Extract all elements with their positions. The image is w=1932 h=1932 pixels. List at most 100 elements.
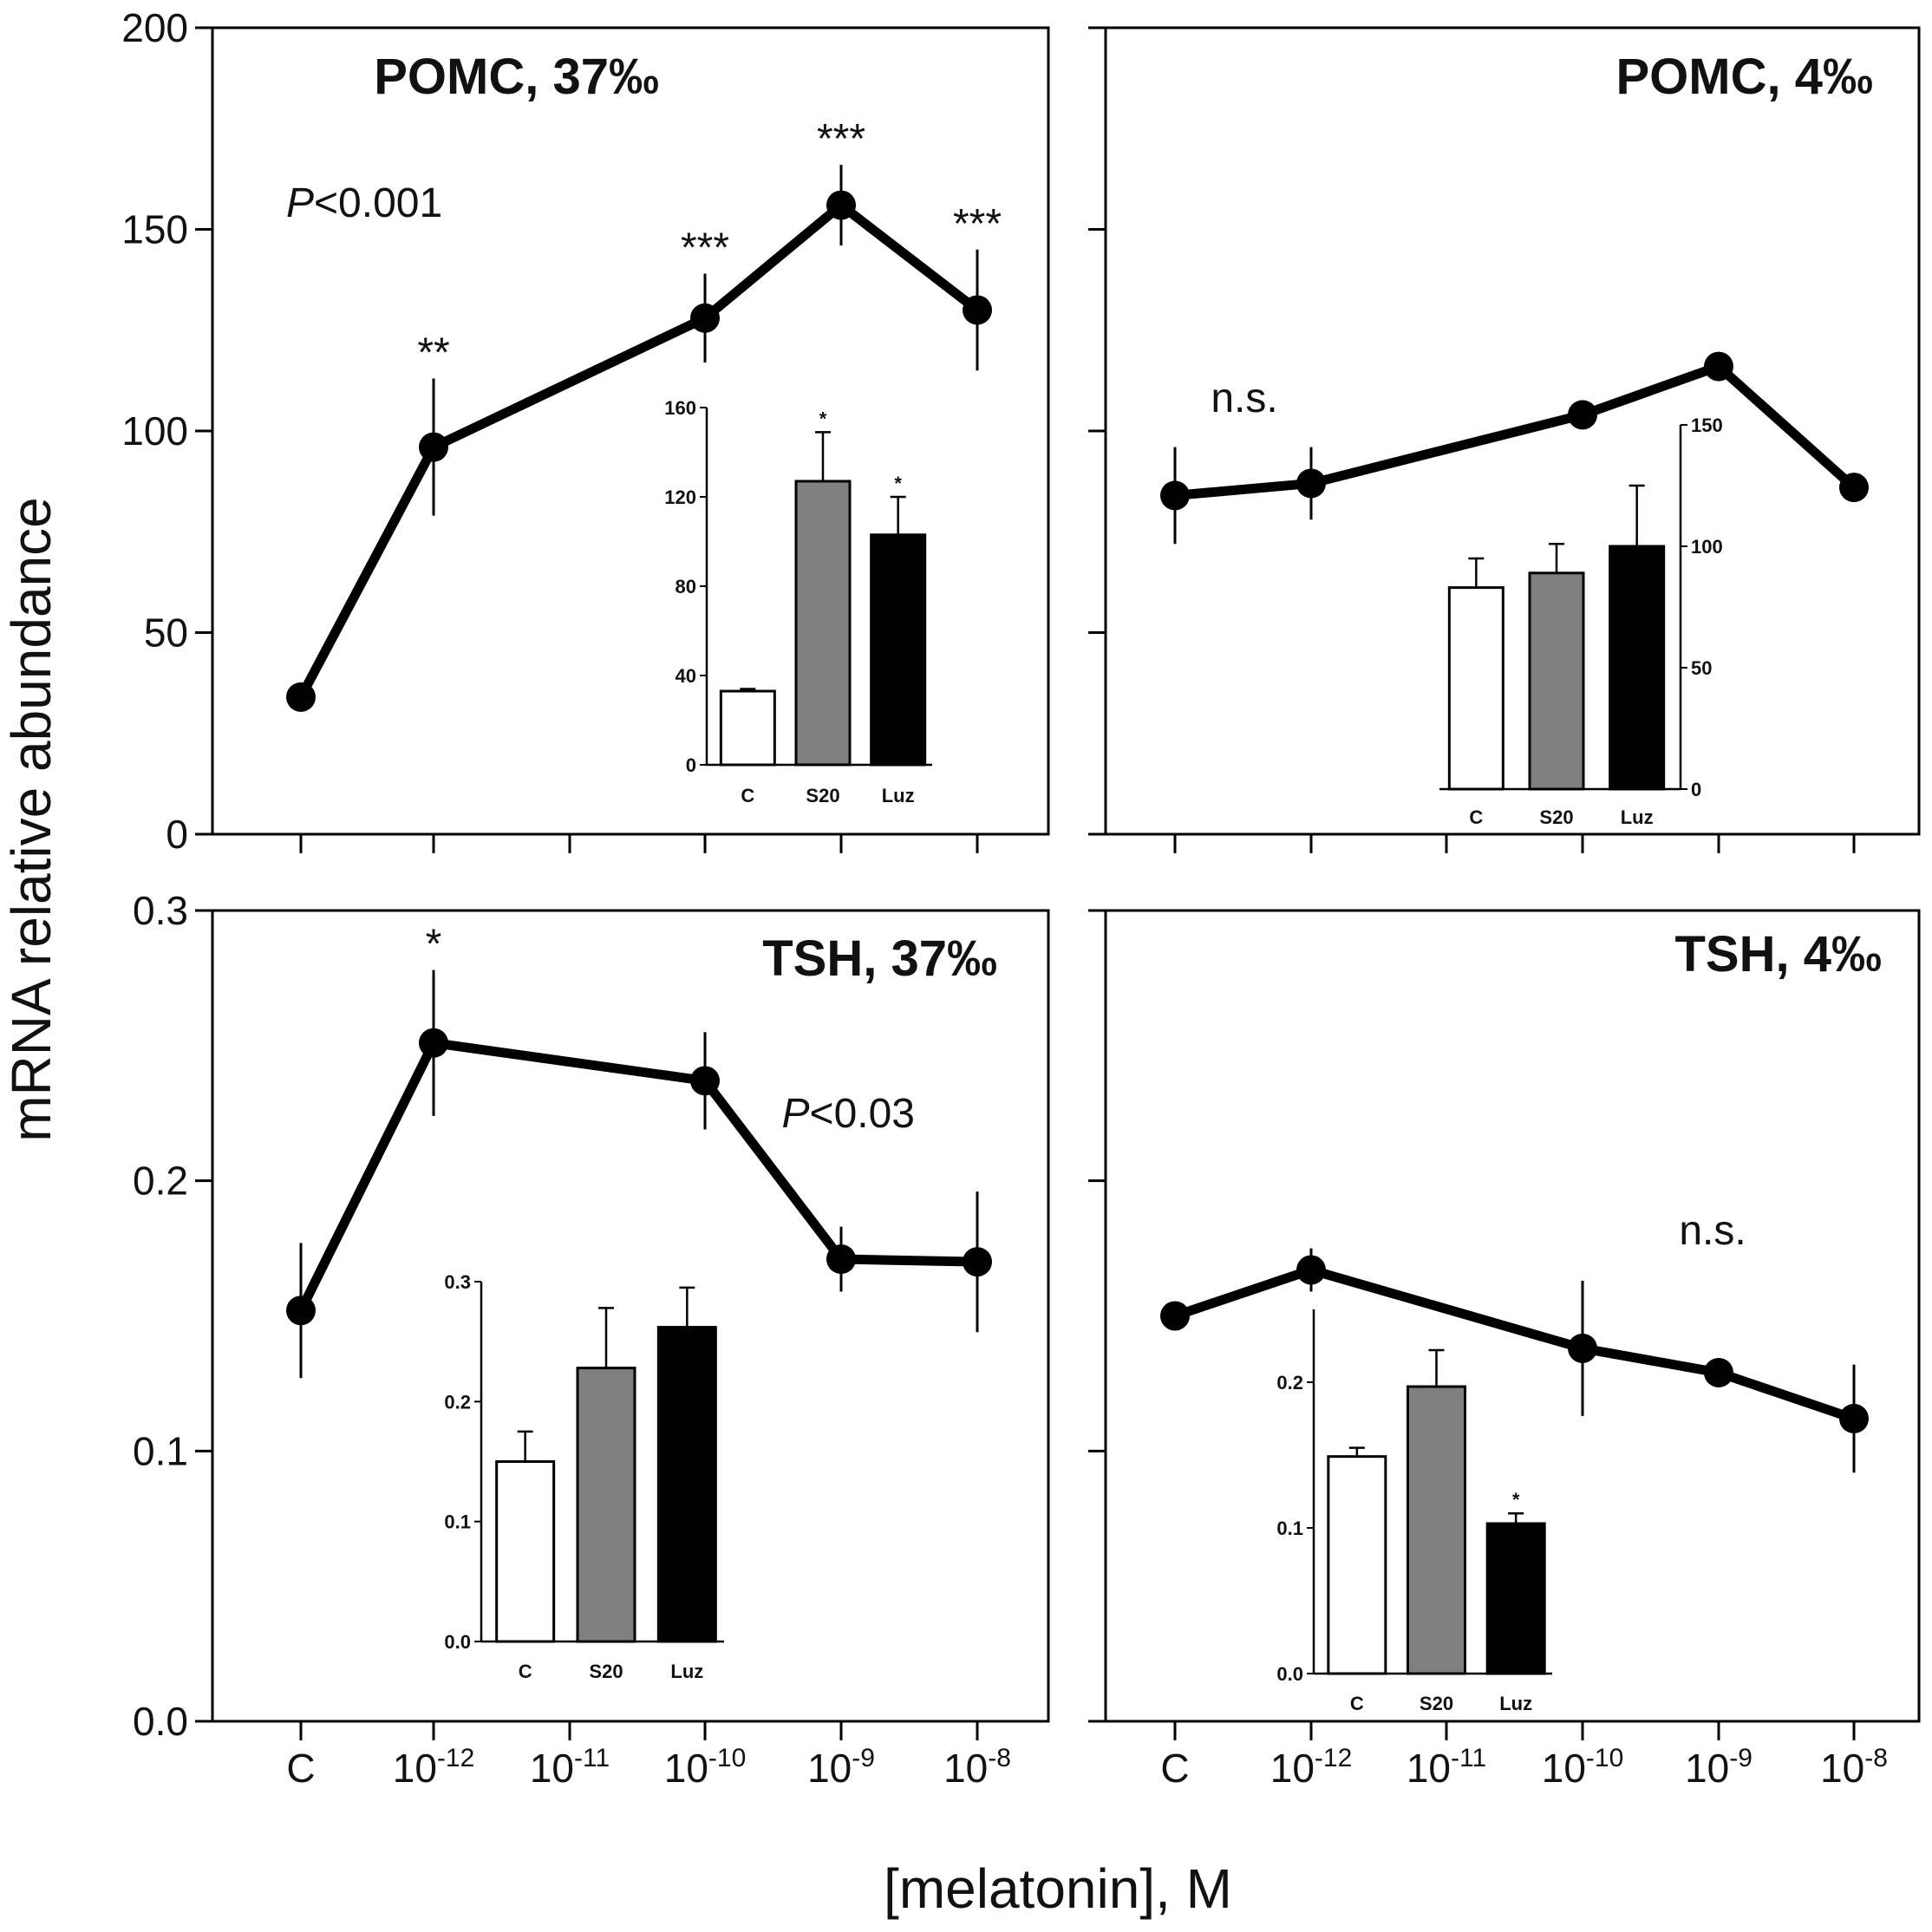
data-point — [1839, 473, 1869, 503]
inset-y-tick-label: 0.2 — [1276, 1372, 1303, 1394]
inset-category-label: C — [1350, 1693, 1364, 1714]
inset-category-label: S20 — [1539, 806, 1573, 828]
inset-category-label: S20 — [589, 1661, 623, 1682]
y-tick-label: 0.1 — [133, 1428, 188, 1473]
inset-bar-s20 — [576, 1367, 636, 1643]
inset-category-label: C — [741, 785, 754, 806]
panel-title: POMC, 4‰ — [1616, 49, 1874, 105]
x-tick-label: 10-10 — [664, 1744, 747, 1791]
y-tick-label: 0 — [166, 812, 188, 857]
y-tick-label: 0.0 — [133, 1699, 188, 1744]
inset-bar-s20 — [1407, 1385, 1466, 1675]
significance-marker: * — [426, 922, 442, 968]
inset-category-label: Luz — [1499, 1693, 1532, 1714]
data-point — [1160, 480, 1190, 511]
panel-pomc4: POMC, 4‰ n.s. 0 50 100 150 C S20 Luz — [1088, 26, 1921, 853]
x-tick-label: 10-11 — [1407, 1744, 1486, 1791]
y-tick-label: 150 — [121, 207, 188, 252]
inset-bar-s20 — [794, 480, 852, 767]
data-point — [1568, 1333, 1597, 1363]
inset-bar-s20 — [1528, 571, 1585, 791]
inset-significance-marker: * — [1512, 1489, 1520, 1511]
x-tick-label: 10-12 — [393, 1744, 475, 1791]
inset-category-label: Luz — [1621, 806, 1654, 828]
y-tick-label: 0.3 — [133, 888, 188, 933]
inset-bar-c — [495, 1460, 556, 1643]
stat-annotation: P<0.001 — [286, 180, 442, 226]
inset-category-label: C — [1469, 806, 1483, 828]
stat-annotation: P<0.03 — [782, 1091, 915, 1137]
panel-title: TSH, 4‰ — [1675, 926, 1883, 982]
data-point — [690, 303, 720, 333]
inset-bar-c — [1447, 586, 1504, 791]
y-tick-label: 100 — [121, 408, 188, 454]
data-point — [963, 1247, 992, 1277]
data-point — [1160, 1301, 1190, 1331]
inset-y-tick-label: 0.0 — [444, 1631, 471, 1653]
data-point — [419, 432, 448, 462]
inset-y-tick-label: 0.0 — [1276, 1663, 1303, 1685]
significance-marker: ** — [417, 330, 449, 376]
x-tick-label: 10-9 — [807, 1744, 875, 1791]
inset-bar-luz — [656, 1326, 717, 1643]
data-point — [826, 190, 856, 220]
inset-y-tick-label: 0 — [686, 754, 696, 776]
inset-category-label: C — [519, 1661, 532, 1682]
inset-y-tick-label: 150 — [1691, 414, 1723, 436]
inset-category-label: S20 — [1420, 1693, 1453, 1714]
inset-y-tick-label: 40 — [676, 665, 696, 687]
inset-y-tick-label: 0.1 — [444, 1511, 471, 1533]
inset-bar-chart: 0.0 0.1 0.2 C S20 Luz * — [1276, 1309, 1552, 1714]
significance-marker: *** — [681, 225, 729, 271]
inset-category-label: Luz — [882, 785, 915, 806]
data-point — [1704, 351, 1733, 382]
x-tick-label: 10-12 — [1270, 1744, 1353, 1791]
inset-bar-c — [719, 689, 776, 767]
inset-bar-c — [1327, 1455, 1387, 1675]
inset-significance-marker: * — [819, 408, 827, 429]
inset-y-tick-label: 0.2 — [444, 1391, 471, 1413]
inset-y-tick-label: 160 — [664, 397, 696, 419]
panel-title: TSH, 37‰ — [762, 930, 997, 987]
y-tick-label: 50 — [144, 610, 188, 656]
inset-bar-luz — [1485, 1522, 1546, 1675]
x-tick-label: 10-11 — [530, 1744, 610, 1791]
x-tick-label: 10-10 — [1542, 1744, 1624, 1791]
inset-y-tick-label: 80 — [676, 576, 696, 597]
x-tick-label: 10-9 — [1685, 1744, 1753, 1791]
stat-annotation: n.s. — [1679, 1208, 1746, 1254]
x-tick-label: C — [1160, 1746, 1189, 1791]
data-point — [1704, 1357, 1733, 1387]
x-tick-label: C — [286, 1746, 315, 1791]
series-line — [1173, 1265, 1856, 1424]
inset-y-tick-label: 0.3 — [444, 1271, 471, 1293]
y-tick-label: 0.2 — [133, 1159, 188, 1204]
inset-category-label: S20 — [806, 785, 839, 806]
data-point — [286, 1296, 316, 1326]
data-point — [826, 1244, 856, 1275]
panel-tsh37: 0.0 0.1 0.2 0.3 C 10-12 10-11 10-10 10-9 10-8 TSH,… — [133, 888, 1050, 1791]
plot-frame — [211, 909, 1050, 1723]
data-point — [690, 1066, 720, 1096]
x-tick-label: 10-8 — [943, 1744, 1011, 1791]
plot-frame — [1104, 909, 1921, 1723]
data-point — [1296, 468, 1326, 499]
inset-significance-marker: * — [894, 473, 902, 494]
data-point — [1568, 400, 1597, 430]
inset-bar-chart: 0 50 100 150 C S20 Luz — [1439, 414, 1723, 828]
stat-annotation: n.s. — [1211, 375, 1277, 421]
y-axis-label: mRNA relative abundance — [0, 497, 62, 1142]
inset-bar-chart: 0.0 0.1 0.2 0.3 C S20 Luz — [444, 1271, 724, 1682]
y-tick-label: 200 — [121, 5, 188, 50]
inset-category-label: Luz — [670, 1661, 703, 1682]
data-point — [963, 295, 992, 325]
data-point — [1839, 1403, 1869, 1433]
inset-y-tick-label: 100 — [1691, 536, 1723, 558]
series-line — [297, 1038, 978, 1313]
inset-y-tick-label: 0.1 — [1276, 1518, 1303, 1539]
x-axis-label: [melatonin], M — [884, 1857, 1232, 1920]
inset-bar-luz — [870, 533, 927, 767]
panel-title: POMC, 37‰ — [374, 49, 659, 105]
